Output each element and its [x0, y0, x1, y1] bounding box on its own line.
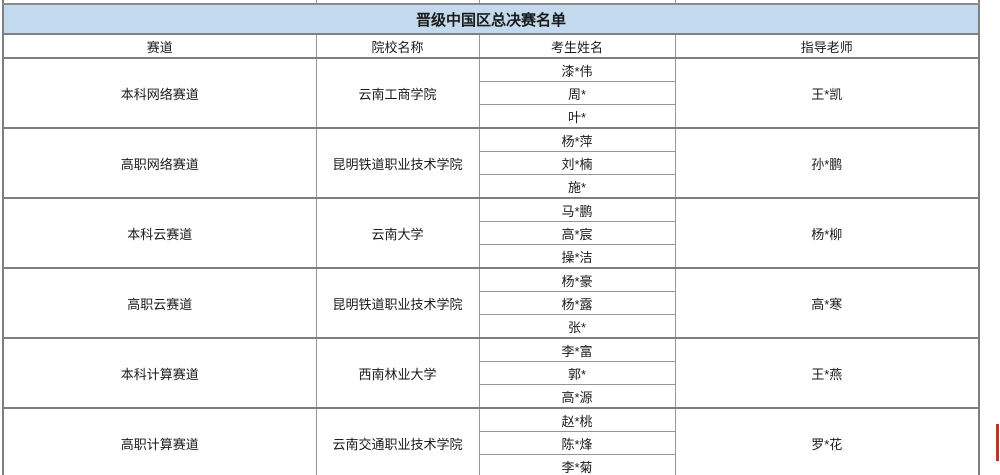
- track-cell: 本科网络赛道: [2, 57, 317, 129]
- cutoff-row-above: [2, 0, 980, 5]
- student-cell: 高*源: [478, 384, 676, 409]
- student-cell: 张*: [478, 314, 676, 339]
- table-row: 郭*: [3, 361, 979, 385]
- student-cell: 杨*豪: [478, 267, 676, 292]
- table-row: 本科计算赛道 西南林业大学 李*富 王*燕: [2, 337, 980, 409]
- finals-roster-table: 晋级中国区总决赛名单 赛道 院校名称 考生姓名 指导老师 本科网络赛道 云南工商…: [2, 0, 980, 475]
- table-row: 高*宸: [3, 221, 979, 245]
- student-cell: 漆*伟: [478, 57, 676, 82]
- table-title: 晋级中国区总决赛名单: [2, 3, 980, 35]
- title-row: 晋级中国区总决赛名单: [2, 3, 980, 35]
- column-header-teacher: 指导老师: [674, 33, 980, 59]
- student-cell: 刘*楠: [478, 151, 676, 175]
- student-cell: 叶*: [478, 104, 676, 129]
- track-cell: 高职云赛道: [2, 267, 317, 339]
- table-row: 李*菊: [3, 454, 979, 475]
- table-row: 操*洁: [3, 244, 979, 269]
- track-cell: 高职计算赛道: [2, 407, 317, 475]
- student-cell: 施*: [478, 174, 676, 199]
- student-cell: 周*: [478, 81, 676, 105]
- student-cell: 李*富: [478, 337, 676, 362]
- school-cell: 昆明铁道职业技术学院: [315, 127, 480, 199]
- track-cell: 本科云赛道: [2, 197, 317, 269]
- student-cell: 陈*烽: [478, 431, 676, 455]
- table-row: 高职网络赛道 昆明铁道职业技术学院 杨*萍 孙*鹏: [2, 127, 980, 199]
- column-header-school: 院校名称: [315, 33, 480, 59]
- student-cell: 操*洁: [478, 244, 676, 269]
- teacher-cell: 高*寒: [674, 267, 980, 339]
- teacher-cell: 孙*鹏: [674, 127, 980, 199]
- table-row: 施*: [3, 174, 979, 199]
- table-row: 高职计算赛道 云南交通职业技术学院 赵*桃 罗*花: [2, 407, 980, 475]
- teacher-cell: 王*凯: [674, 57, 980, 129]
- track-cell: 本科计算赛道: [2, 337, 317, 409]
- right-edge-marker: [996, 424, 999, 461]
- teacher-cell: 杨*柳: [674, 197, 980, 269]
- table-row: 高职云赛道 昆明铁道职业技术学院 杨*豪 高*寒: [2, 267, 980, 339]
- cutoff-cell: [674, 0, 980, 5]
- table-row: 本科云赛道 云南大学 马*鹏 杨*柳: [2, 197, 980, 269]
- school-cell: 云南大学: [315, 197, 480, 269]
- student-cell: 李*菊: [478, 454, 676, 475]
- student-cell: 郭*: [478, 361, 676, 385]
- table-row: 刘*楠: [3, 151, 979, 175]
- school-cell: 昆明铁道职业技术学院: [315, 267, 480, 339]
- header-row: 赛道 院校名称 考生姓名 指导老师: [2, 33, 980, 59]
- column-header-track: 赛道: [2, 33, 317, 59]
- table-row: 高*源: [3, 384, 979, 409]
- table-row: 本科网络赛道 云南工商学院 漆*伟 王*凯: [2, 57, 980, 129]
- school-cell: 云南工商学院: [315, 57, 480, 129]
- student-cell: 高*宸: [478, 221, 676, 245]
- school-cell: 云南交通职业技术学院: [315, 407, 480, 475]
- school-cell: 西南林业大学: [315, 337, 480, 409]
- student-cell: 赵*桃: [478, 407, 676, 432]
- teacher-cell: 罗*花: [674, 407, 980, 475]
- student-cell: 杨*露: [478, 291, 676, 315]
- track-cell: 高职网络赛道: [2, 127, 317, 199]
- student-cell: 马*鹏: [478, 197, 676, 222]
- table-row: 陈*烽: [3, 431, 979, 455]
- student-cell: 杨*萍: [478, 127, 676, 152]
- column-header-student: 考生姓名: [478, 33, 676, 59]
- teacher-cell: 王*燕: [674, 337, 980, 409]
- table-row: 杨*露: [3, 291, 979, 315]
- table-row: 周*: [3, 81, 979, 105]
